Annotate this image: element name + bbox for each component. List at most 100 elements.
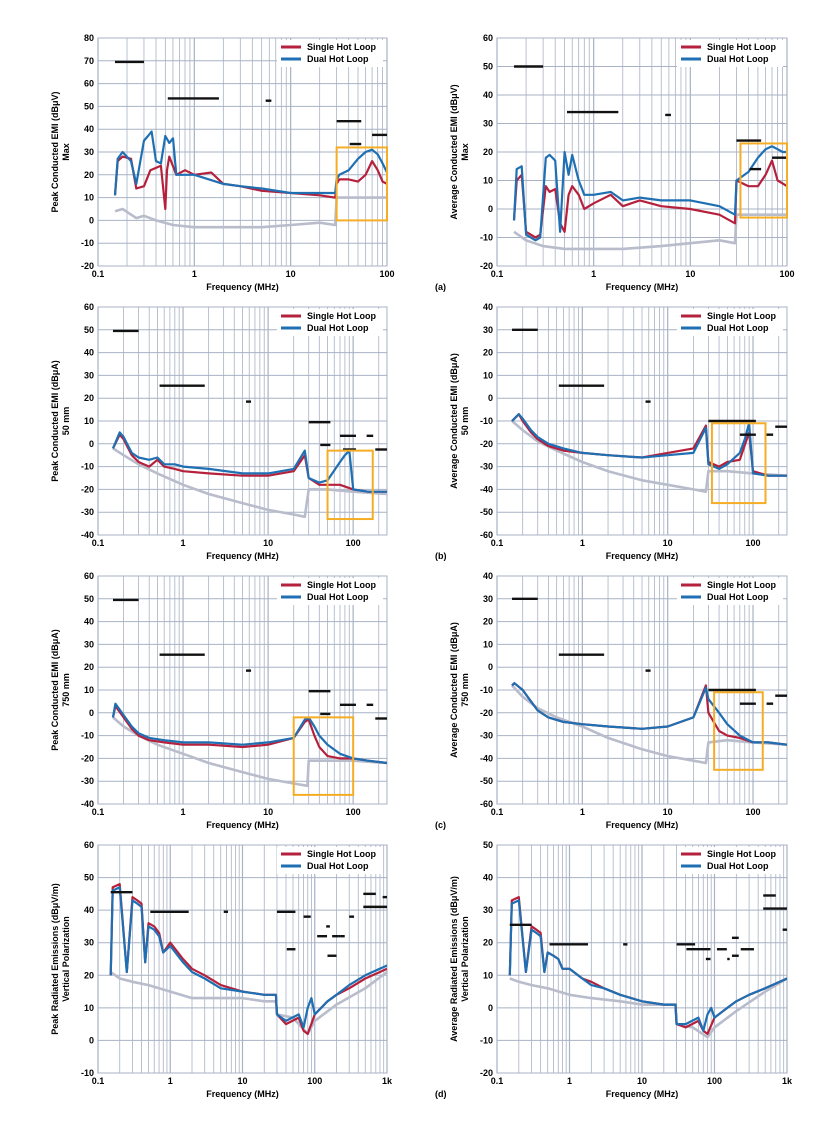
series-line-dual-hot-loop <box>512 145 787 242</box>
series-line-dual-hot-loop <box>113 130 387 196</box>
x-axis-label: Frequency (MHz) <box>606 551 679 561</box>
y-axis-label-line: Peak Conducted EMI (dBμA) <box>50 629 60 751</box>
y-tick-label: 0 <box>488 1003 493 1013</box>
legend: Single Hot Loop Dual Hot Loop <box>677 40 783 67</box>
highlight-box <box>710 422 767 505</box>
y-tick-label: -40 <box>81 530 94 540</box>
y-tick-label: 40 <box>84 905 94 915</box>
x-tick-label: 10 <box>263 538 273 548</box>
y-axis-label-line: 50 mm <box>460 407 470 436</box>
x-tick-label: 1 <box>567 1076 572 1086</box>
legend-entry-single-hot-loop: Single Hot Loop <box>307 311 376 321</box>
legend-background <box>277 40 383 67</box>
series-group <box>109 883 387 1036</box>
x-tick-label: 0.1 <box>491 269 504 279</box>
y-tick-label: -10 <box>81 731 94 741</box>
y-tick-label: -60 <box>480 530 493 540</box>
series-line-dual-hot-loop <box>511 682 787 746</box>
y-tick-label: -20 <box>480 1068 493 1078</box>
series-line-dual-hot-loop <box>508 899 787 1032</box>
y-tick-label: -10 <box>81 238 94 248</box>
legend-entry-dual-hot-loop: Dual Hot Loop <box>307 54 369 64</box>
y-tick-label: 20 <box>483 938 493 948</box>
y-tick-label: 40 <box>483 302 493 312</box>
series-line-single-hot-loop <box>511 413 787 477</box>
y-tick-label: 20 <box>84 170 94 180</box>
panel-label: (c) <box>435 820 446 830</box>
x-tick-label: 1k <box>782 1076 793 1086</box>
y-tick-label: 40 <box>84 617 94 627</box>
y-tick-label: 30 <box>483 594 493 604</box>
series-line-noise-floor <box>109 970 387 1036</box>
y-tick-label: -10 <box>81 1068 94 1078</box>
y-tick-label: 60 <box>84 571 94 581</box>
y-tick-label: 30 <box>483 119 493 129</box>
x-tick-label: 10 <box>685 269 695 279</box>
plot-frame <box>97 575 388 805</box>
x-tick-label: 0.1 <box>92 1076 105 1086</box>
y-tick-label: 50 <box>84 101 94 111</box>
plot-frame <box>97 844 388 1074</box>
chart-panel: -60 -50 -40 -30 -20 -10 0 10 20 30 40 0.1 1 10 100 Freq… <box>435 302 788 561</box>
y-axis-label-line: Max <box>460 143 470 161</box>
y-tick-label: 0 <box>89 708 94 718</box>
y-tick-label: 40 <box>483 873 493 883</box>
series-line-noise-floor <box>112 447 387 519</box>
x-tick-label: 0.1 <box>92 269 105 279</box>
y-tick-label: 30 <box>84 639 94 649</box>
x-tick-label: 100 <box>307 1076 322 1086</box>
y-axis-label: Peak Conducted EMI (dBμA)50 mm <box>50 360 71 482</box>
x-tick-label: 10 <box>263 807 273 817</box>
y-axis-label-line: Max <box>61 143 71 161</box>
y-tick-label: -20 <box>81 753 94 763</box>
y-tick-label: 60 <box>84 79 94 89</box>
y-axis-label-line: Peak Conducted EMI (dBμV) <box>50 91 60 212</box>
highlight-box <box>292 716 355 796</box>
y-tick-label: 40 <box>84 124 94 134</box>
plot-frame <box>97 306 388 536</box>
series-group <box>111 598 387 788</box>
x-tick-label: 1 <box>181 807 186 817</box>
x-axis-label: Frequency (MHz) <box>206 1089 279 1099</box>
grid <box>496 844 788 1074</box>
y-tick-label: -50 <box>480 776 493 786</box>
x-tick-label: 100 <box>746 807 761 817</box>
y-tick-label: 50 <box>84 325 94 335</box>
y-axis-label-line: 50 mm <box>61 407 71 436</box>
x-tick-label: 1k <box>382 1076 393 1086</box>
series-group <box>111 329 387 519</box>
legend-entry-dual-hot-loop: Dual Hot Loop <box>307 592 369 602</box>
y-tick-label: 40 <box>483 90 493 100</box>
y-tick-label: -10 <box>480 1035 493 1045</box>
y-tick-label: 20 <box>84 662 94 672</box>
legend-background <box>677 309 783 336</box>
y-tick-label: -40 <box>81 799 94 809</box>
y-tick-label: -20 <box>480 439 493 449</box>
x-tick-label: 0.1 <box>491 1076 504 1086</box>
legend-entry-dual-hot-loop: Dual Hot Loop <box>307 323 369 333</box>
y-axis-label: Peak Conducted EMI (dBμA)750 mm <box>50 629 71 751</box>
y-tick-label: 50 <box>84 873 94 883</box>
legend-background <box>677 578 783 605</box>
legend: Single Hot Loop Dual Hot Loop <box>677 309 783 336</box>
y-axis-label: Peak Conducted EMI (dBμV)Max <box>50 91 71 212</box>
highlight-box <box>713 691 764 771</box>
y-tick-label: 50 <box>483 840 493 850</box>
y-tick-label: 10 <box>483 970 493 980</box>
y-tick-label: 30 <box>483 325 493 335</box>
y-tick-label: 0 <box>488 662 493 672</box>
legend-entry-single-hot-loop: Single Hot Loop <box>307 42 376 52</box>
plot-frame <box>496 575 788 805</box>
y-tick-label: 20 <box>483 617 493 627</box>
plot-frame <box>496 844 788 1074</box>
y-tick-label: 30 <box>84 370 94 380</box>
y-tick-label: -40 <box>480 484 493 494</box>
legend: Single Hot Loop Dual Hot Loop <box>677 847 783 874</box>
y-axis-label: Average Conducted EMI (dBμA)50 mm <box>449 353 470 489</box>
chart-panel: -40 -30 -20 -10 0 10 20 30 40 50 60 0.1 1 10 100 Freque… <box>50 571 388 830</box>
chart-panel: -10 0 10 20 30 40 50 60 0.1 1 10 100 1k Frequency (MH… <box>50 840 393 1099</box>
y-tick-label: 50 <box>84 594 94 604</box>
y-tick-label: -20 <box>480 708 493 718</box>
plot-frame <box>496 306 788 536</box>
